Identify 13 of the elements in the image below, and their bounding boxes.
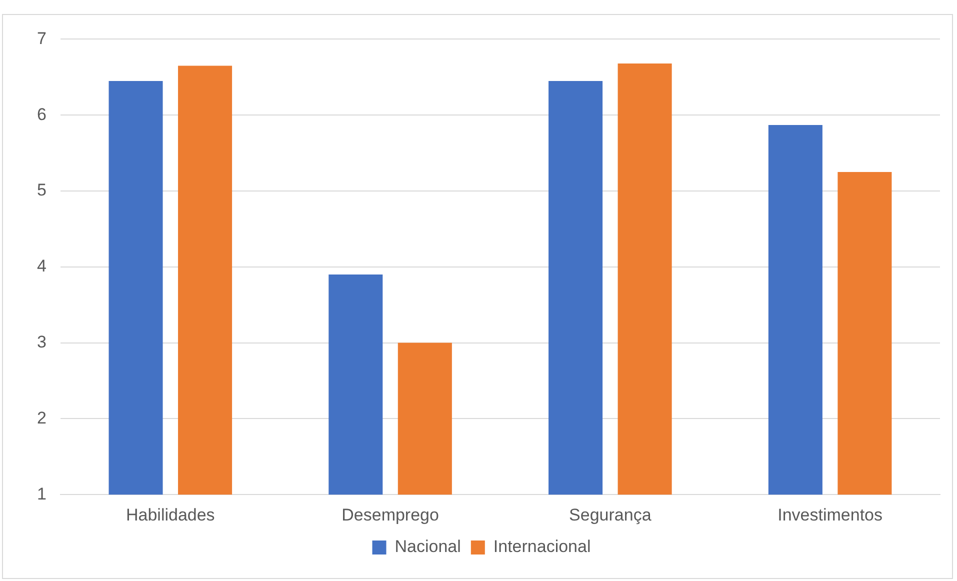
x-tick-label: Investimentos <box>778 505 882 524</box>
y-tick-label: 6 <box>36 104 46 124</box>
y-tick-label: 7 <box>36 28 46 48</box>
legend-label: Internacional <box>493 537 591 556</box>
y-tick-label: 3 <box>36 332 46 352</box>
x-tick-label: Segurança <box>569 505 652 524</box>
y-tick-label: 1 <box>36 484 46 504</box>
legend-label: Nacional <box>394 537 461 556</box>
y-tick-label: 2 <box>36 408 46 428</box>
x-tick-label: Desemprego <box>342 505 439 524</box>
x-tick-label: Habilidades <box>126 505 215 524</box>
y-tick-label: 4 <box>36 256 46 276</box>
y-tick-label: 5 <box>36 180 46 200</box>
